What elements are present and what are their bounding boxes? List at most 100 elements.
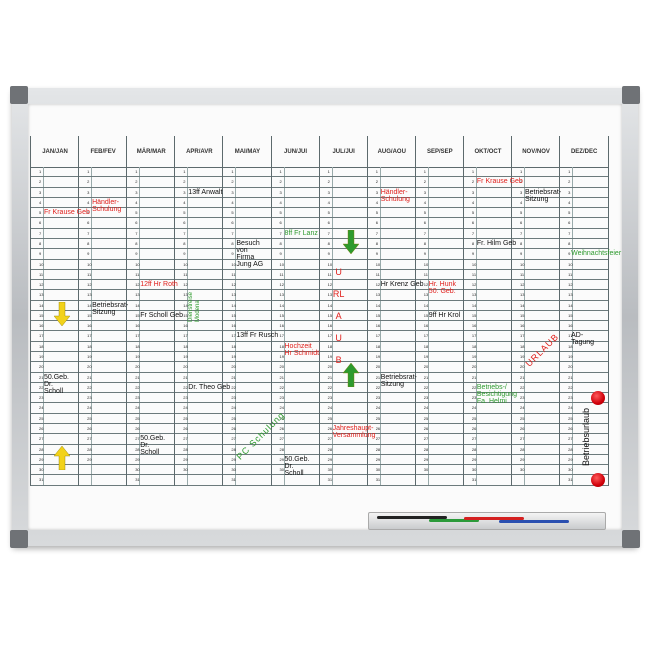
day-cell[interactable]: 24	[560, 403, 609, 414]
day-cell[interactable]: 18	[175, 342, 224, 353]
day-cell[interactable]: 16	[319, 321, 368, 332]
day-cell[interactable]: 19	[127, 352, 176, 363]
day-cell[interactable]: 20	[367, 362, 416, 373]
day-cell[interactable]: 10	[560, 260, 609, 270]
day-cell[interactable]: 13	[175, 290, 224, 301]
day-cell[interactable]: 15	[319, 311, 368, 322]
day-cell[interactable]: 9	[560, 249, 609, 260]
day-cell[interactable]: 31	[560, 475, 609, 486]
day-cell[interactable]: 24	[79, 403, 128, 414]
planner-note[interactable]: Fr Scholl Geb	[140, 311, 183, 319]
day-cell[interactable]: 23	[512, 393, 561, 404]
day-cell[interactable]: 15	[367, 311, 416, 322]
day-cell[interactable]: 15	[31, 311, 80, 322]
planner-note[interactable]: Betriebsrat- Sitzung	[380, 373, 417, 388]
day-cell[interactable]: 10	[223, 260, 272, 270]
day-cell[interactable]: 28	[223, 445, 272, 455]
day-cell[interactable]: 13	[463, 290, 512, 301]
day-cell[interactable]: 9	[463, 249, 512, 260]
day-cell[interactable]: 30	[512, 465, 561, 476]
day-cell[interactable]: 22	[127, 383, 176, 394]
day-cell[interactable]: 12	[223, 280, 272, 291]
day-cell[interactable]: 11	[463, 270, 512, 281]
planner-note[interactable]: Fr Krause Geb	[44, 209, 90, 217]
planner-note[interactable]: Dienstreise Modena	[188, 292, 202, 323]
day-cell[interactable]: 1	[319, 167, 368, 178]
day-cell[interactable]: 5	[415, 208, 464, 219]
day-cell[interactable]: 16	[367, 321, 416, 332]
day-cell[interactable]: 31	[463, 475, 512, 486]
day-cell[interactable]: 7	[31, 229, 80, 239]
day-cell[interactable]: 26	[415, 424, 464, 435]
day-cell[interactable]: 11	[512, 270, 561, 281]
day-cell[interactable]: 6	[175, 218, 224, 229]
day-cell[interactable]: 6	[79, 218, 128, 229]
day-cell[interactable]: 14	[175, 301, 224, 311]
red-magnet[interactable]	[591, 391, 606, 406]
day-cell[interactable]: 21	[560, 373, 609, 383]
day-cell[interactable]: 21	[367, 373, 416, 383]
day-cell[interactable]: 3	[31, 188, 80, 198]
day-cell[interactable]: 16	[271, 321, 320, 332]
day-cell[interactable]: 29	[415, 455, 464, 466]
day-cell[interactable]: 1	[560, 167, 609, 178]
day-cell[interactable]: 16	[560, 321, 609, 332]
day-cell[interactable]: 21	[512, 373, 561, 383]
day-cell[interactable]: 14	[560, 301, 609, 311]
day-cell[interactable]: 29	[175, 455, 224, 466]
planner-note[interactable]: Hr Krenz Geb	[380, 281, 424, 289]
day-cell[interactable]: 7	[367, 229, 416, 239]
day-cell[interactable]: 18	[271, 342, 320, 353]
day-cell[interactable]: 15	[512, 311, 561, 322]
day-cell[interactable]: 5	[175, 208, 224, 219]
day-cell[interactable]: 12	[512, 280, 561, 291]
day-cell[interactable]: 27	[223, 434, 272, 445]
red-marker[interactable]	[464, 517, 524, 520]
day-cell[interactable]: 9	[367, 249, 416, 260]
day-cell[interactable]: 9	[271, 249, 320, 260]
day-cell[interactable]: 7	[415, 229, 464, 239]
day-cell[interactable]: 23	[31, 393, 80, 404]
day-cell[interactable]: 9	[319, 249, 368, 260]
day-cell[interactable]: 11	[415, 270, 464, 281]
day-cell[interactable]: 19	[512, 352, 561, 363]
day-cell[interactable]: 27	[560, 434, 609, 445]
day-cell[interactable]: 13	[223, 290, 272, 301]
planner-note[interactable]: 9ff Hr Krol	[428, 311, 461, 319]
day-cell[interactable]: 26	[31, 424, 80, 435]
day-cell[interactable]: 2	[31, 177, 80, 188]
day-cell[interactable]: 18	[367, 342, 416, 353]
day-cell[interactable]: 10	[512, 260, 561, 270]
day-cell[interactable]: 20	[463, 362, 512, 373]
day-cell[interactable]: 8	[512, 239, 561, 250]
planner-note[interactable]: URLAUB	[332, 266, 345, 365]
planner-note[interactable]: 12ff Hr Roth	[140, 281, 178, 289]
day-cell[interactable]: 12	[560, 280, 609, 291]
day-cell[interactable]: 12	[31, 280, 80, 291]
day-cell[interactable]: 13	[560, 290, 609, 301]
day-cell[interactable]: 2	[463, 177, 512, 188]
day-cell[interactable]: 10	[367, 260, 416, 270]
day-cell[interactable]: 6	[223, 218, 272, 229]
planner-note[interactable]: 50.Geb. Dr. Scholl	[44, 373, 69, 395]
day-cell[interactable]: 5	[127, 208, 176, 219]
day-cell[interactable]: 17	[31, 331, 80, 342]
day-cell[interactable]: 22	[271, 383, 320, 394]
day-cell[interactable]: 23	[271, 393, 320, 404]
day-cell[interactable]: 19	[560, 352, 609, 363]
day-cell[interactable]: 30	[415, 465, 464, 476]
day-cell[interactable]: 15	[560, 311, 609, 322]
day-cell[interactable]: 8	[271, 239, 320, 250]
day-cell[interactable]: 27	[463, 434, 512, 445]
day-cell[interactable]: 28	[175, 445, 224, 455]
day-cell[interactable]: 15	[415, 311, 464, 322]
day-cell[interactable]: 23	[560, 393, 609, 404]
day-cell[interactable]: 12	[415, 280, 464, 291]
day-cell[interactable]: 8	[175, 239, 224, 250]
day-cell[interactable]: 4	[512, 198, 561, 209]
day-cell[interactable]: 24	[367, 403, 416, 414]
day-cell[interactable]: 14	[512, 301, 561, 311]
day-cell[interactable]: 20	[175, 362, 224, 373]
day-cell[interactable]: 21	[175, 373, 224, 383]
planner-note[interactable]: Händler- Schulung	[92, 198, 122, 213]
